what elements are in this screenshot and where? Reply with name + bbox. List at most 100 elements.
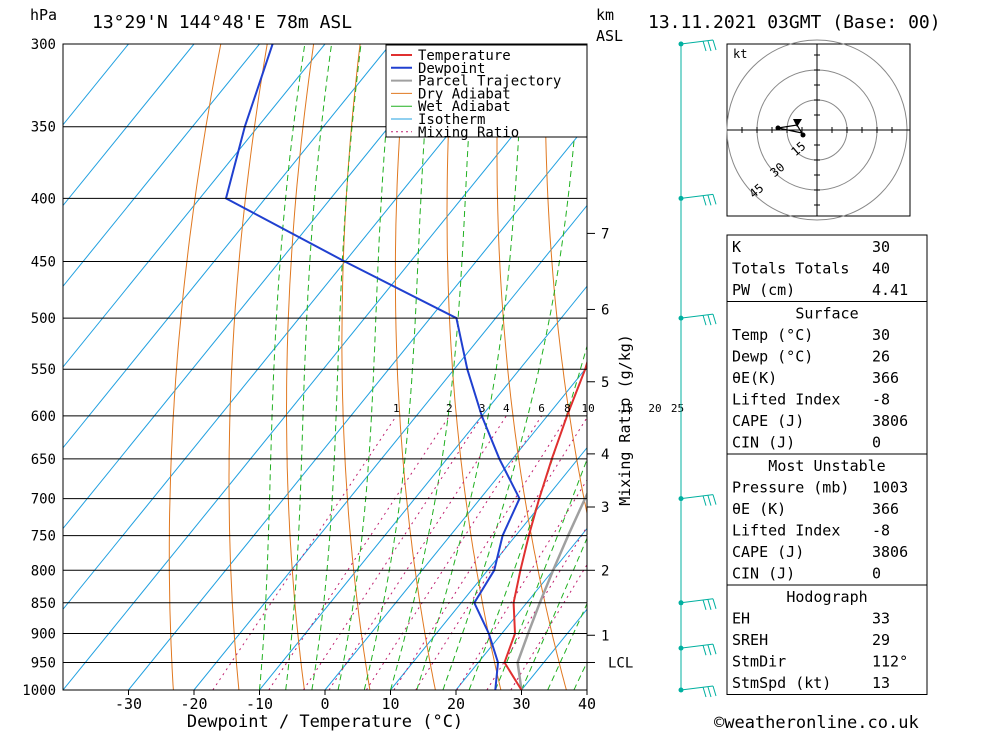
- km-label: 6: [601, 302, 609, 318]
- pressure-tick-label: 700: [31, 492, 56, 508]
- hodograph-unit: kt: [733, 47, 747, 61]
- dry-adiabat-line: [228, 44, 268, 690]
- location-label: 13°29'N 144°48'E 78m ASL: [92, 12, 352, 33]
- km-label: 4: [601, 447, 609, 463]
- pressure-tick-label: 850: [31, 596, 56, 612]
- mixing-ratio-label: 6: [538, 402, 545, 415]
- pressure-tick-label: 750: [31, 529, 56, 545]
- wet-adiabat-line: [311, 44, 362, 690]
- table-row-label: PW (cm): [732, 281, 795, 299]
- dry-adiabat-line: [341, 44, 371, 690]
- mixing-ratio-label: 20: [648, 402, 661, 415]
- dry-adiabat-line: [592, 44, 697, 690]
- legend-entry: Temperature: [418, 48, 511, 64]
- table-row-label: θE(K): [732, 369, 777, 387]
- wind-barb: [680, 494, 717, 506]
- table-row-value: 366: [872, 369, 899, 387]
- table-row-value: 0: [872, 434, 881, 452]
- table-row-value: 112°: [872, 653, 908, 671]
- mixing-ratio-line: [268, 415, 450, 690]
- wet-adiabat-line: [547, 602, 587, 690]
- mixing-ratio-label: 3: [479, 402, 486, 415]
- isotherm-line: [63, 44, 129, 126]
- table-row-value: 366: [872, 500, 899, 518]
- table-row-value: 3806: [872, 543, 908, 561]
- legend-entry: Mixing Ratio: [418, 125, 519, 141]
- legend-entry: Dewpoint: [418, 61, 485, 77]
- table-row-value: -8: [872, 391, 890, 409]
- asl-unit-label: ASL: [596, 27, 623, 45]
- dry-adiabat-line: [917, 44, 1000, 690]
- table-row-label: CAPE (J): [732, 412, 804, 430]
- isotherm-line: [63, 44, 260, 288]
- x-tick-label: 0: [320, 695, 329, 713]
- table-row-label: StmSpd (kt): [732, 674, 831, 692]
- mixing-ratio-line: [393, 415, 568, 690]
- pressure-tick-label: 950: [31, 655, 56, 671]
- wind-barb: [680, 598, 717, 610]
- x-axis-title: Dewpoint / Temperature (°C): [187, 712, 463, 732]
- x-tick-label: -30: [115, 695, 142, 713]
- table-row-label: θE (K): [732, 500, 786, 518]
- indices-block-surface: [726, 301, 928, 455]
- pressure-tick-label: 550: [31, 362, 56, 378]
- mixing-ratio-label: 8: [564, 402, 571, 415]
- indices-block-general: [726, 234, 928, 302]
- table-row-value: -8: [872, 522, 890, 540]
- legend-entry: Isotherm: [418, 112, 485, 128]
- mixing-ratio-label: 4: [503, 402, 510, 415]
- km-label: 7: [601, 226, 609, 242]
- mixing-ratio-label: 15: [620, 402, 633, 415]
- indices-block-hodograph: [726, 584, 928, 695]
- credit-label: ©weatheronline.co.uk: [714, 713, 919, 733]
- km-label: 1: [601, 628, 609, 644]
- dry-adiabat-line: [286, 44, 315, 690]
- pressure-tick-label: 500: [31, 311, 56, 327]
- pressure-tick-label: 800: [31, 563, 56, 579]
- parcel-trajectory-line: [516, 491, 587, 690]
- mixing-ratio-label: 25: [671, 402, 684, 415]
- isotherm-line: [63, 44, 457, 530]
- table-row-label: Lifted Index: [732, 391, 840, 409]
- pressure-tick-label: 600: [31, 409, 56, 425]
- table-row-value: 13: [872, 674, 890, 692]
- km-label: 5: [601, 375, 609, 391]
- pressure-tick-label: 450: [31, 255, 56, 271]
- storm-motion-marker: [793, 119, 802, 127]
- header: hPa 13°29'N 144°48'E 78m ASL km ASL 13.1…: [30, 6, 941, 45]
- isotherm-line: [128, 123, 587, 690]
- table-row-label: Totals Totals: [732, 260, 849, 278]
- datetime-label: 13.11.2021 03GMT (Base: 00): [648, 12, 941, 33]
- isotherm-line: [63, 44, 195, 207]
- dry-adiabat-line: [168, 44, 222, 690]
- wind-barb: [680, 193, 717, 206]
- mixing-ratio-line: [303, 415, 483, 690]
- table-row-value: 29: [872, 631, 890, 649]
- x-tick-label: 20: [447, 695, 465, 713]
- wet-adiabat-line: [363, 44, 432, 690]
- dry-adiabat-line: [964, 44, 1000, 690]
- pressure-tick-label: 650: [31, 452, 56, 468]
- wet-adiabat-line: [442, 44, 582, 690]
- table-row-value: 1003: [872, 479, 908, 497]
- wind-barb: [680, 685, 717, 698]
- indices-block-most-unstable: [726, 453, 928, 586]
- wind-barb: [680, 313, 717, 326]
- hpa-unit-label: hPa: [30, 6, 57, 24]
- table-row-label: StmDir: [732, 653, 786, 671]
- wet-adiabat-line: [337, 44, 395, 690]
- x-tick-label: 40: [578, 695, 596, 713]
- isotherm-line: [63, 44, 587, 690]
- table-row-label: CAPE (J): [732, 543, 804, 561]
- table-row-value: 4.41: [872, 281, 908, 299]
- table-section-title: Most Unstable: [768, 457, 885, 475]
- isotherm-line: [324, 366, 587, 690]
- axes: 1 2 3 4 6 8 10 15 20 2530035040045050055060065070…: [22, 37, 684, 732]
- wind-barbs: [678, 39, 717, 698]
- wind-barb: [680, 643, 717, 656]
- table-row-label: Pressure (mb): [732, 479, 849, 497]
- table-row-value: 26: [872, 348, 890, 366]
- table-row-value: 0: [872, 565, 881, 583]
